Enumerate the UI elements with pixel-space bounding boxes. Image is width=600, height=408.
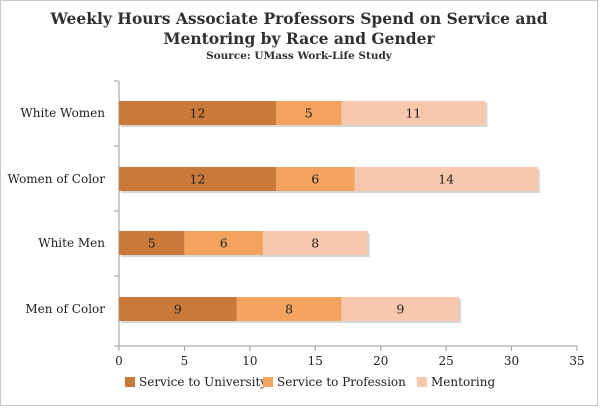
x-tick-label: 5 xyxy=(181,354,189,368)
x-tick-label: 20 xyxy=(373,354,388,368)
x-tick-label: 0 xyxy=(115,354,123,368)
bar-segment[interactable] xyxy=(276,167,355,191)
data-label: 12 xyxy=(190,106,206,121)
legend-label: Service to University xyxy=(139,375,267,389)
x-tick-label: 10 xyxy=(242,354,257,368)
x-tick-label: 15 xyxy=(308,354,323,368)
chart-title-line-1: Weekly Hours Associate Professors Spend … xyxy=(50,9,548,28)
legend-swatch xyxy=(263,377,273,387)
data-label: 9 xyxy=(174,302,182,317)
chart-title-line-2: Mentoring by Race and Gender xyxy=(163,29,435,48)
legend-swatch xyxy=(125,377,135,387)
data-label: 5 xyxy=(305,106,313,121)
data-label: 8 xyxy=(285,302,293,317)
data-label: 11 xyxy=(405,106,421,121)
x-tick-label: 25 xyxy=(439,354,454,368)
bar-segment[interactable] xyxy=(341,297,460,321)
legend-label: Service to Profession xyxy=(277,375,406,389)
bar-segment[interactable] xyxy=(276,101,342,125)
data-label: 8 xyxy=(311,236,319,251)
data-label: 6 xyxy=(220,236,228,251)
category-label: Men of Color xyxy=(25,302,105,316)
chart-subtitle: Source: UMass Work-Life Study xyxy=(206,50,392,62)
bar-segment[interactable] xyxy=(184,231,263,255)
x-tick-label: 35 xyxy=(569,354,584,368)
data-label: 5 xyxy=(148,236,156,251)
bar-segment[interactable] xyxy=(119,231,185,255)
bar-segment[interactable] xyxy=(262,231,368,255)
data-label: 14 xyxy=(438,172,454,187)
data-label: 6 xyxy=(311,172,319,187)
bar-segment[interactable] xyxy=(341,101,486,125)
legend-label: Mentoring xyxy=(431,375,495,389)
legend-swatch xyxy=(417,377,427,387)
bar-segment[interactable] xyxy=(354,167,538,191)
bar-segment[interactable] xyxy=(119,167,277,191)
data-label: 12 xyxy=(190,172,206,187)
category-label: Women of Color xyxy=(8,172,106,186)
category-label: White Men xyxy=(38,236,105,250)
category-label: White Women xyxy=(20,106,105,120)
bar-segment[interactable] xyxy=(236,297,342,321)
x-tick-label: 30 xyxy=(504,354,519,368)
bar-segment[interactable] xyxy=(119,297,237,321)
bar-segment[interactable] xyxy=(119,101,277,125)
data-label: 9 xyxy=(396,302,404,317)
chart-title: Weekly Hours Associate Professors Spend … xyxy=(1,9,597,49)
